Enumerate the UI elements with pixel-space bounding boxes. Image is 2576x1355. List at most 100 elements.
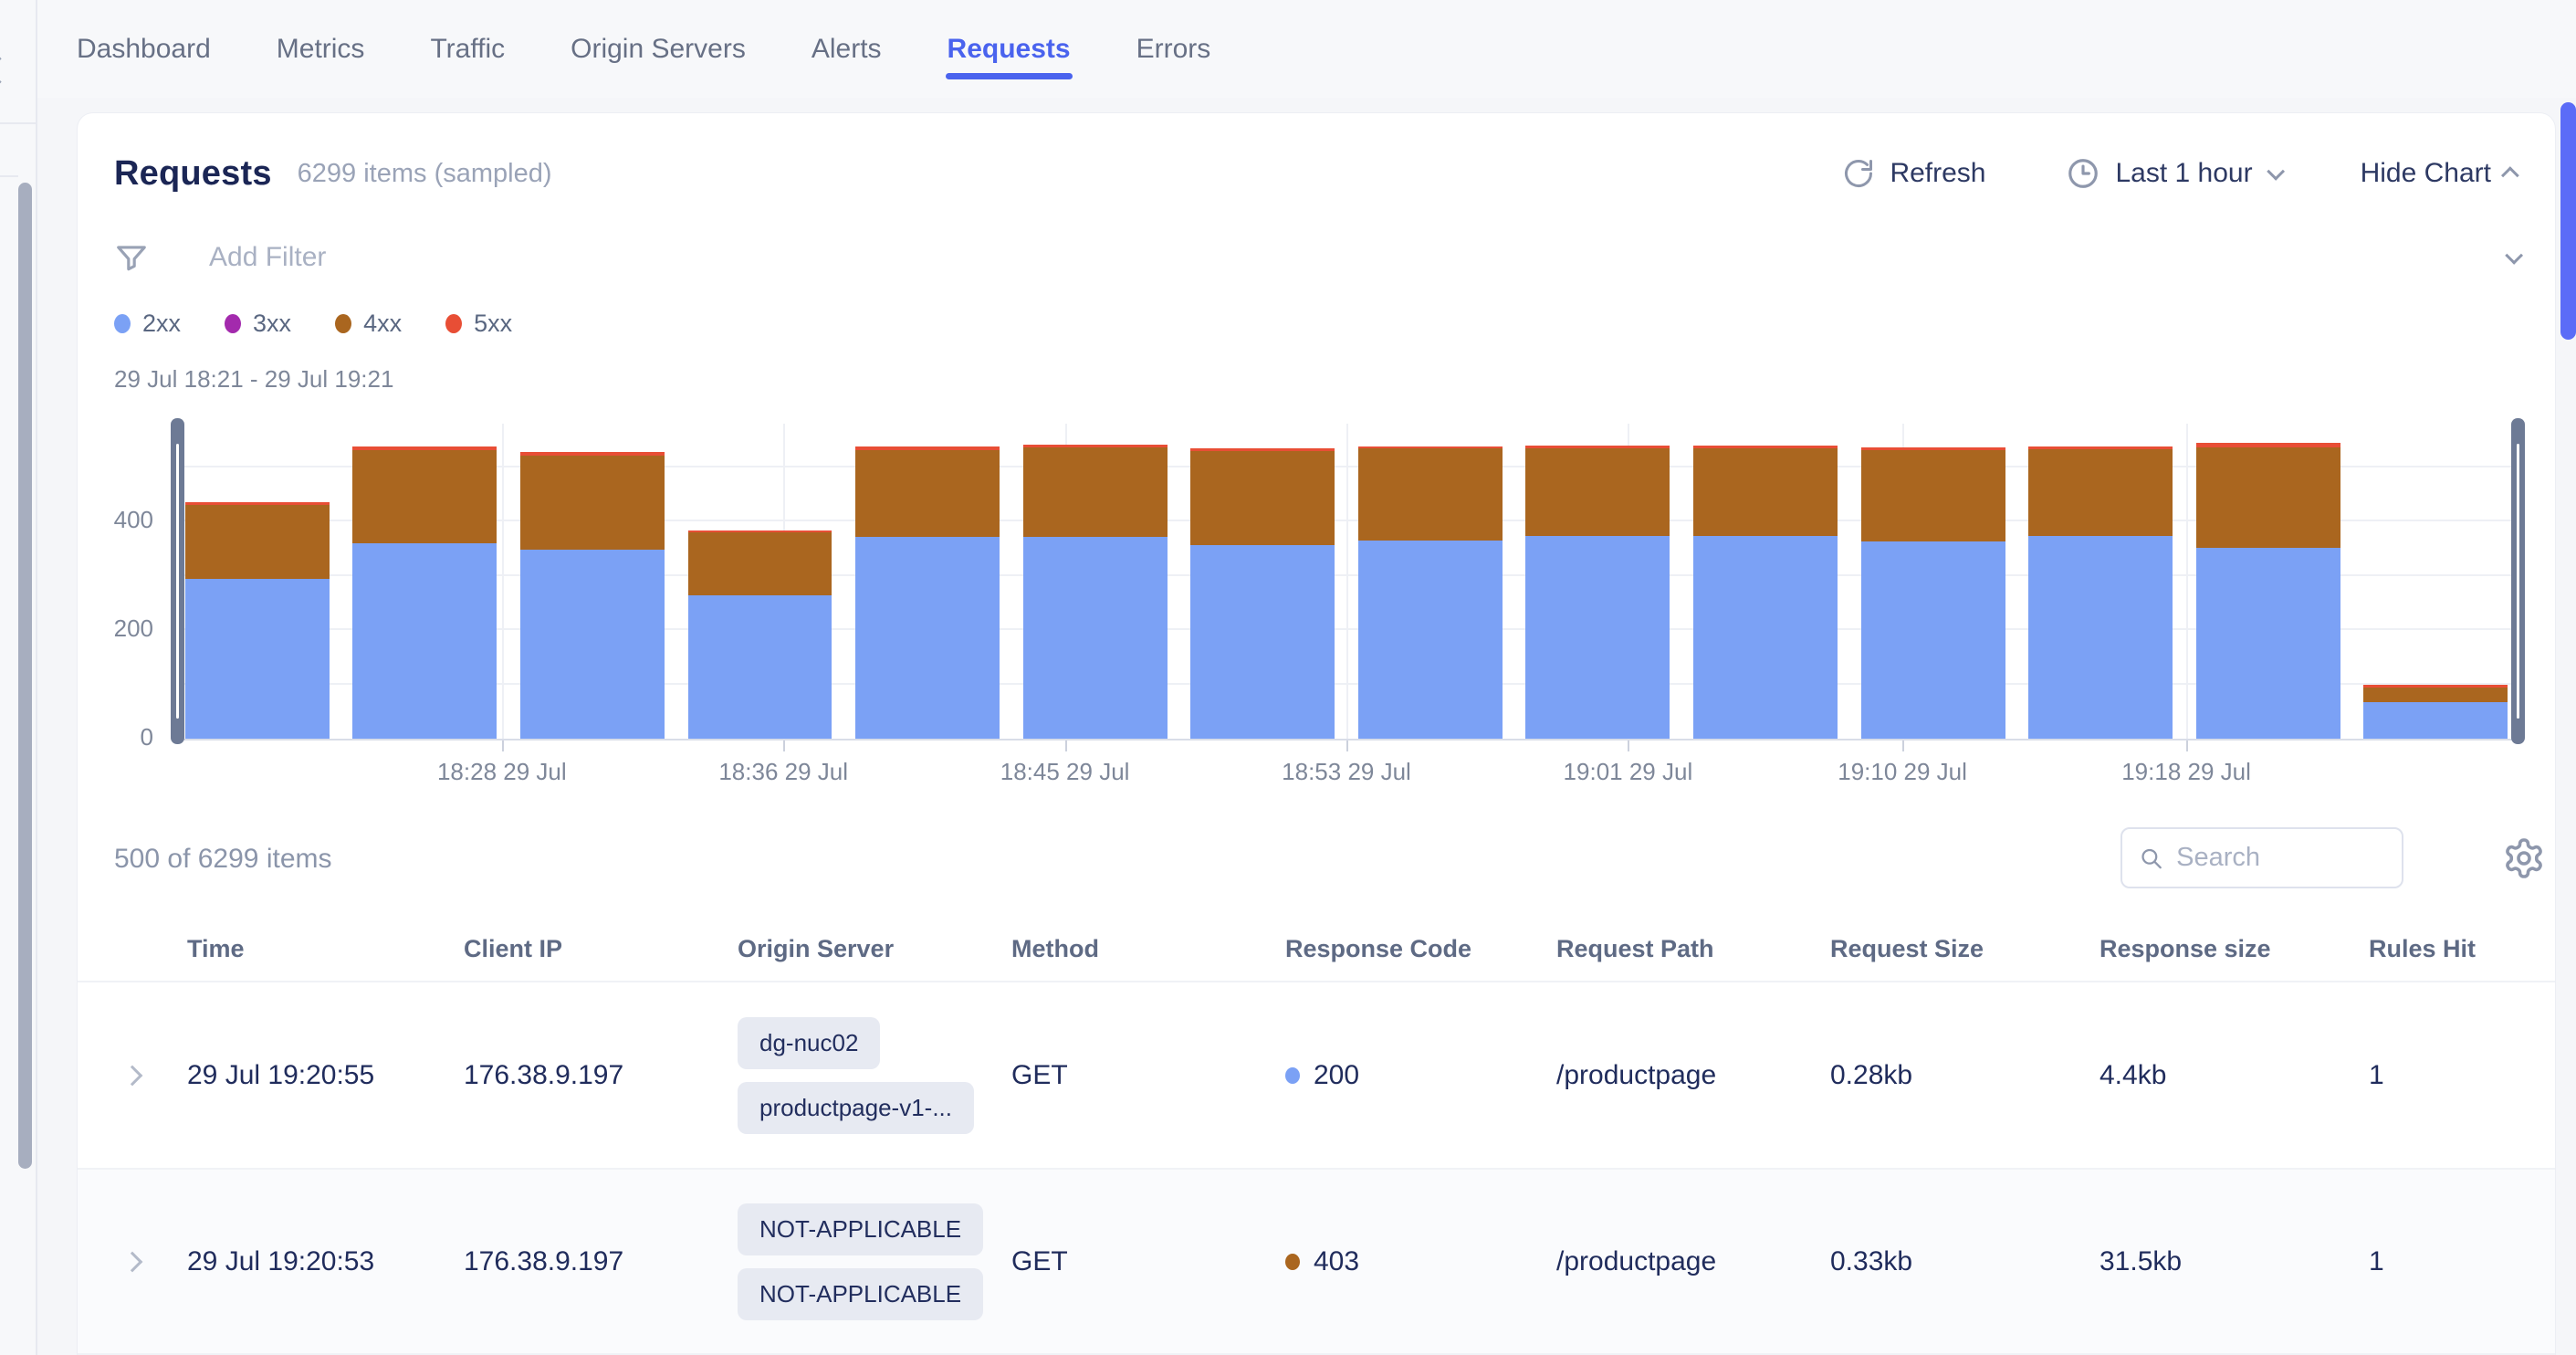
- legend-dot-3xx: [225, 314, 241, 333]
- tab-label: Origin Servers: [571, 34, 746, 65]
- bar-slot: [173, 424, 341, 739]
- stacked-bar[interactable]: [1861, 447, 2005, 739]
- bar-segment-4xx: [2028, 449, 2173, 536]
- bar-segment-4xx: [1023, 447, 1168, 537]
- row-expand-button[interactable]: [78, 1068, 187, 1083]
- stacked-bar[interactable]: [352, 446, 497, 739]
- chart-plot[interactable]: 18:28 29 Jul18:36 29 Jul18:45 29 Jul18:5…: [173, 424, 2519, 739]
- brush-handle-left[interactable]: [171, 418, 184, 744]
- cell-time: 29 Jul 19:20:55: [187, 1060, 464, 1091]
- chevron-right-icon: [122, 1251, 143, 1272]
- origin-tag[interactable]: productpage-v1-...: [738, 1082, 974, 1134]
- tab-origin-servers[interactable]: Origin Servers: [571, 0, 746, 98]
- x-axis-tick-label: 18:53 29 Jul: [1282, 758, 1411, 786]
- tab-metrics[interactable]: Metrics: [277, 0, 365, 98]
- table-header-row: Time Client IP Origin Server Method Resp…: [78, 917, 2555, 981]
- bar-slot: [1681, 424, 1849, 739]
- stacked-bar[interactable]: [2028, 446, 2173, 739]
- legend-label: 3xx: [253, 310, 291, 338]
- legend-dot-2xx: [114, 314, 131, 333]
- tab-dashboard[interactable]: Dashboard: [77, 0, 211, 98]
- stacked-bar[interactable]: [1693, 446, 1838, 739]
- table-row[interactable]: 29 Jul 19:20:55 176.38.9.197 dg-nuc02 pr…: [78, 981, 2555, 1168]
- collapsed-sidebar: [0, 0, 37, 1355]
- requests-chart: 18:28 29 Jul18:36 29 Jul18:45 29 Jul18:5…: [173, 424, 2519, 739]
- bar-slot: [508, 424, 676, 739]
- sidebar-scrollbar-thumb[interactable]: [18, 183, 32, 1169]
- response-code-value: 403: [1314, 1246, 1359, 1277]
- page-scrollbar-thumb[interactable]: [2560, 102, 2576, 340]
- legend-item-3xx[interactable]: 3xx: [225, 310, 291, 338]
- bar-segment-2xx: [2196, 548, 2340, 739]
- response-code-dot: [1285, 1254, 1300, 1270]
- col-header-request-path: Request Path: [1556, 935, 1830, 963]
- stacked-bar[interactable]: [185, 502, 330, 739]
- filter-chevron-down-icon[interactable]: [2505, 247, 2523, 265]
- col-header-response-size: Response size: [2100, 935, 2369, 963]
- origin-tag[interactable]: dg-nuc02: [738, 1017, 880, 1069]
- col-header-client-ip: Client IP: [464, 935, 738, 963]
- legend-item-2xx[interactable]: 2xx: [114, 310, 181, 338]
- stacked-bar[interactable]: [688, 530, 832, 739]
- add-filter-bar[interactable]: Add Filter: [114, 230, 2518, 285]
- tab-label: Requests: [948, 34, 1071, 65]
- bar-segment-4xx: [1693, 448, 1838, 536]
- tab-traffic[interactable]: Traffic: [430, 0, 505, 98]
- bar-segment-2xx: [1358, 541, 1503, 739]
- response-code-dot: [1285, 1067, 1300, 1084]
- legend-item-5xx[interactable]: 5xx: [445, 310, 512, 338]
- stacked-bar[interactable]: [1525, 446, 1670, 739]
- table-row[interactable]: 29 Jul 19:20:53 176.38.9.197 NOT-APPLICA…: [78, 1168, 2555, 1355]
- x-axis-tick: [1065, 739, 1067, 751]
- stacked-bar[interactable]: [1358, 446, 1503, 739]
- refresh-button[interactable]: Refresh: [1842, 157, 1985, 190]
- stacked-bar[interactable]: [520, 452, 665, 739]
- bar-segment-4xx: [352, 450, 497, 543]
- time-range-label: Last 1 hour: [2115, 158, 2252, 189]
- stacked-bar[interactable]: [2196, 443, 2340, 739]
- x-axis-tick-label: 18:28 29 Jul: [437, 758, 567, 786]
- settings-button[interactable]: [2502, 836, 2546, 880]
- x-axis-tick: [1902, 739, 1904, 751]
- origin-tag[interactable]: NOT-APPLICABLE: [738, 1268, 983, 1320]
- stacked-bar[interactable]: [855, 446, 1000, 739]
- collapse-chevron-icon[interactable]: [0, 56, 14, 84]
- x-axis-tick-label: 18:45 29 Jul: [1000, 758, 1130, 786]
- row-expand-button[interactable]: [78, 1255, 187, 1269]
- hide-chart-toggle[interactable]: Hide Chart: [2361, 158, 2518, 189]
- cell-rules-hit: 1: [2369, 1060, 2555, 1091]
- chart-legend: 2xx 3xx 4xx 5xx: [114, 305, 512, 341]
- stacked-bar[interactable]: [2363, 685, 2508, 739]
- brush-handle-right[interactable]: [2511, 418, 2525, 744]
- bar-segment-4xx: [855, 450, 1000, 537]
- bar-segment-2xx: [1023, 537, 1168, 739]
- tab-errors[interactable]: Errors: [1136, 0, 1211, 98]
- stacked-bar[interactable]: [1023, 445, 1168, 739]
- items-count: 6299 items (sampled): [298, 159, 552, 189]
- tab-alerts[interactable]: Alerts: [812, 0, 882, 98]
- tab-label: Dashboard: [77, 34, 211, 65]
- bar-segment-2xx: [2028, 536, 2173, 739]
- filter-funnel-icon: [114, 240, 149, 275]
- bar-slot: [2184, 424, 2352, 739]
- stacked-bar[interactable]: [1190, 448, 1335, 739]
- bar-slot: [2352, 424, 2520, 739]
- bar-slot: [341, 424, 509, 739]
- cell-client-ip: 176.38.9.197: [464, 1060, 738, 1091]
- legend-dot-5xx: [445, 314, 462, 333]
- x-axis-tick-label: 19:01 29 Jul: [1564, 758, 1693, 786]
- legend-label: 2xx: [142, 310, 181, 338]
- search-input[interactable]: [2176, 843, 2385, 873]
- cell-origin-server: dg-nuc02 productpage-v1-...: [738, 1017, 1011, 1134]
- tab-requests[interactable]: Requests: [948, 0, 1071, 98]
- bar-segment-2xx: [1525, 536, 1670, 739]
- x-axis-tick: [2186, 739, 2188, 751]
- active-tab-underline: [946, 73, 1073, 79]
- time-range-selector[interactable]: Last 1 hour: [2066, 156, 2279, 191]
- y-axis-tick-label: 200: [89, 614, 153, 643]
- legend-item-4xx[interactable]: 4xx: [335, 310, 402, 338]
- bar-slot: [843, 424, 1011, 739]
- bar-segment-4xx: [1861, 450, 2005, 541]
- cell-request-path: /productpage: [1556, 1060, 1830, 1091]
- origin-tag[interactable]: NOT-APPLICABLE: [738, 1203, 983, 1255]
